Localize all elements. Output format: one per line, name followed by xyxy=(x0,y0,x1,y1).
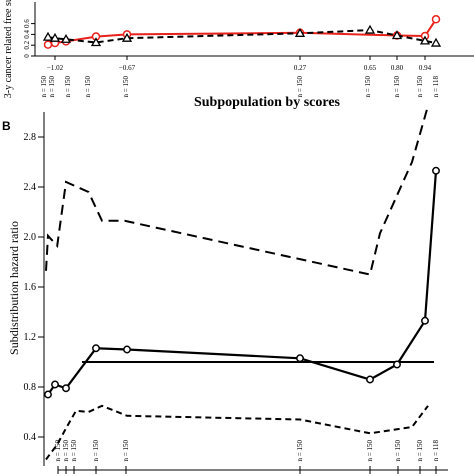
estimate-marker xyxy=(432,166,440,175)
estimate-marker xyxy=(44,390,52,399)
panel-a-x-tick-label: 0.27 xyxy=(294,64,307,72)
panel-b-y-label: Subdistribution hazard ratio xyxy=(7,221,21,355)
panel-a-y-tick-label: 0.4 xyxy=(23,30,31,39)
panel-b-n-label: n = 118 xyxy=(432,440,440,462)
panel-b-y-tick-label: 2.0 xyxy=(24,232,37,243)
panel-a: 3-y cancer related free survival 0 0.20.4… xyxy=(3,0,474,110)
panel-a-n-label: n = 150 xyxy=(393,76,401,98)
panel-b-letter: B xyxy=(2,119,11,133)
series-line-dashed xyxy=(47,29,437,44)
panel-a-n-label: n = 150 xyxy=(364,76,372,98)
panel-b-y-tick-label: 2.4 xyxy=(24,182,37,193)
panel-a-n-label: n = 150 xyxy=(64,76,72,98)
triangle-marker xyxy=(391,30,403,40)
panel-b-n-label: n = 150 xyxy=(416,440,424,462)
panel-a-x-tick-label: −1.02 xyxy=(47,64,64,72)
panel-b-y-tick-label: 1.2 xyxy=(24,332,37,343)
estimate-line xyxy=(47,170,438,396)
triangle-marker xyxy=(419,35,431,45)
lower-ci-line xyxy=(45,404,429,461)
panel-b-n-label: n = 150 xyxy=(54,440,62,462)
estimate-marker xyxy=(366,375,374,384)
estimate-marker xyxy=(92,344,100,353)
panel-b-n-label: n = 150 xyxy=(62,440,70,462)
panel-b-y-tick-label: 0.4 xyxy=(24,432,37,443)
panel-a-y-tick-label: 0 xyxy=(23,54,31,58)
panel-a-n-label: n = 150 xyxy=(122,76,130,98)
triangle-marker xyxy=(42,31,54,41)
panel-a-n-label: n = 150 xyxy=(48,76,56,98)
triangle-marker xyxy=(294,28,306,37)
estimate-marker xyxy=(393,360,401,369)
panel-a-x-label: Subpopulation by scores xyxy=(194,95,341,110)
panel-b-n-label: n = 150 xyxy=(366,440,374,462)
panel-b-n-label: n = 150 xyxy=(92,440,100,462)
triangle-marker xyxy=(60,33,72,43)
panel-a-y-tick-label: 0.2 xyxy=(23,40,31,49)
red-circle-marker xyxy=(431,15,441,24)
panel-a-y-label: 3-y cancer related free survival xyxy=(3,0,14,98)
panel-b-y-tick-label: 2.8 xyxy=(24,132,37,143)
panel-a-y-tick-label: 0.6 xyxy=(23,19,31,28)
panel-a-x-tick-label: 0.80 xyxy=(391,64,404,72)
panel-a-x-tick-label: 0.94 xyxy=(419,64,432,72)
panel-b-n-label: n = 150 xyxy=(394,440,402,462)
panel-b: B Subdistribution hazard ratio 0.4 0.8 1.2… xyxy=(2,105,448,474)
estimate-marker xyxy=(123,345,131,354)
panel-a-x-tick-label: 0.65 xyxy=(364,64,377,72)
triangle-marker xyxy=(49,32,61,42)
panel-b-n-label: n = 150 xyxy=(70,440,78,462)
estimate-marker xyxy=(296,354,304,363)
panel-a-x-tick-label: −0.67 xyxy=(119,64,136,72)
triangle-marker xyxy=(364,24,376,34)
panel-a-n-label: n = 118 xyxy=(432,76,440,98)
upper-ci-line xyxy=(45,105,429,276)
red-circle-marker xyxy=(43,40,53,49)
estimate-marker xyxy=(421,316,429,325)
panel-a-n-label: n = 150 xyxy=(296,76,304,98)
panel-b-n-label: n = 150 xyxy=(122,440,130,462)
triangle-marker xyxy=(121,32,133,42)
panel-a-n-label: n = 150 xyxy=(84,76,92,98)
panel-b-n-label: n = 150 xyxy=(296,440,304,462)
panel-a-n-label: n = 150 xyxy=(40,76,48,98)
panel-b-y-tick-label: 1.6 xyxy=(24,282,37,293)
triangle-marker xyxy=(90,37,102,47)
estimate-marker xyxy=(62,384,70,393)
panel-a-n-label: n = 150 xyxy=(416,76,424,98)
panel-b-y-tick-label: 0.8 xyxy=(24,382,37,393)
triangle-marker xyxy=(430,37,442,47)
estimate-marker xyxy=(51,380,59,389)
